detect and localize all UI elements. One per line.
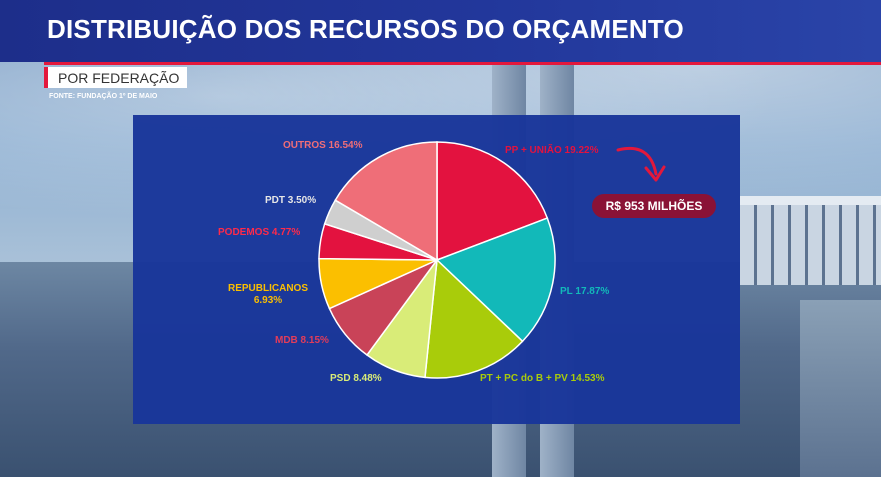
pie-slice-pl [435, 217, 556, 343]
budget-total-badge: R$ 953 MILHÕES [592, 194, 716, 218]
pie-slice-pt-pc-do-b-pv [424, 258, 524, 379]
pie-slice-pp-uni-o [436, 141, 549, 262]
pie-label-republicanos: REPUBLICANOS 6.93% [228, 283, 309, 306]
page-title: DISTRIBUIÇÃO DOS RECURSOS DO ORÇAMENTO [47, 14, 684, 44]
source-note: FONTE: FUNDAÇÃO 1º DE MAIO [49, 93, 158, 100]
curved-arrow-icon [616, 147, 666, 182]
pie-label-pl: PL 17.87% [560, 286, 610, 297]
pie-label-psd: PSD 8.48% [330, 373, 382, 384]
page-subtitle: POR FEDERAÇÃO [58, 69, 180, 86]
title-bar: DISTRIBUIÇÃO DOS RECURSOS DO ORÇAMENTO [0, 0, 881, 62]
title-underline [44, 62, 881, 65]
pie-label-mdb: MDB 8.15% [275, 335, 329, 346]
pie-label-podemos: PODEMOS 4.77% [218, 227, 301, 238]
background-walkway [800, 300, 881, 477]
pie-label-pdt: PDT 3.50% [265, 195, 317, 206]
pie-slice-outros [334, 141, 438, 262]
subtitle-box: POR FEDERAÇÃO [44, 67, 188, 88]
pie-label-pp-uni-o: PP + UNIÃO 19.22% [505, 145, 599, 156]
pie-label-outros: OUTROS 16.54% [283, 140, 363, 151]
pie-label-pt-pc-do-b-pv: PT + PC do B + PV 14.53% [480, 373, 605, 384]
background-building [740, 205, 881, 285]
